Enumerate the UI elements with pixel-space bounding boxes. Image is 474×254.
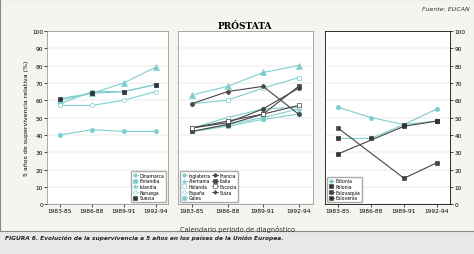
Text: Calendario periodo de diagnóstico: Calendario periodo de diagnóstico xyxy=(180,225,294,232)
Legend: Inglaterra, Alemania, Holanda, España, Gales, Francia, Italia, Escocia, Suiza: Inglaterra, Alemania, Holanda, España, G… xyxy=(180,171,238,202)
Title: PRÓSTATA: PRÓSTATA xyxy=(218,22,273,31)
Text: Fuente: EUCAN: Fuente: EUCAN xyxy=(422,7,469,12)
Legend: Estonia, Polonia, Eslovaquia, Eslovenia: Estonia, Polonia, Eslovaquia, Eslovenia xyxy=(327,177,362,202)
Legend: Dinamarca, Finlandia, Islandia, Noruega, Suecia: Dinamarca, Finlandia, Islandia, Noruega,… xyxy=(131,171,166,202)
Y-axis label: 5 años de supervivencia relativa (%): 5 años de supervivencia relativa (%) xyxy=(24,61,29,176)
Text: FIGURA 6. Evolución de la supervivencia a 5 años en los países de la Unión Europ: FIGURA 6. Evolución de la supervivencia … xyxy=(5,235,283,241)
